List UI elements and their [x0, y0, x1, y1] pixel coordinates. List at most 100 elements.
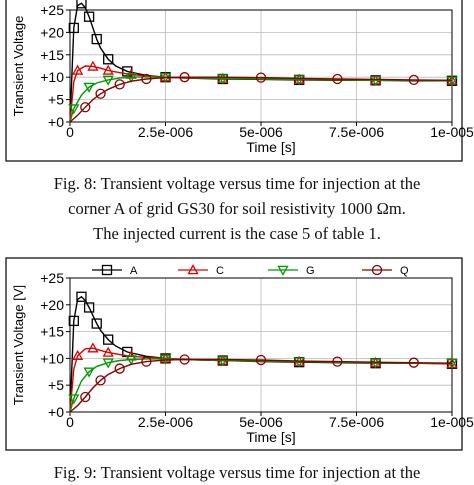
legend-marker	[101, 264, 113, 276]
x-tick-label: 7.5e-006	[329, 124, 384, 140]
series-0	[68, 0, 458, 123]
series-marker	[68, 104, 80, 115]
series-marker	[114, 79, 125, 90]
y-tick-label: +10	[40, 350, 64, 366]
caption-fig8-line3: The injected current is the case 5 of ta…	[93, 224, 381, 243]
series-marker	[68, 394, 80, 405]
figure-frame	[5, 257, 463, 451]
series-marker	[83, 302, 95, 313]
series-marker	[103, 334, 114, 345]
series-marker	[255, 354, 267, 366]
series-marker	[369, 358, 382, 369]
figure-frame	[5, 0, 463, 162]
y-tick-label: +25	[40, 270, 64, 286]
series-marker	[293, 75, 305, 86]
chart-fig8: +0 +5 +10 +15 +20 +25 0 2.5e-006 5e-006 7.5e-006 1…	[5, 0, 474, 162]
series-marker	[102, 346, 114, 357]
series-marker	[68, 315, 79, 327]
y-tick-label: +15	[40, 324, 64, 340]
series-marker	[179, 72, 190, 83]
y-tick-label: +0	[48, 114, 64, 130]
series-marker	[80, 391, 91, 403]
series-marker	[83, 11, 95, 22]
x-axis-label: Time [s]	[246, 139, 295, 155]
series-marker	[141, 356, 152, 367]
x-tick-label: 0	[66, 124, 74, 140]
series-marker	[125, 72, 137, 84]
legend-marker	[277, 265, 289, 276]
series-marker	[103, 54, 114, 65]
caption-fig9-partial: Fig. 9: Transient voltage versus time fo…	[53, 463, 421, 482]
series-3	[69, 72, 453, 123]
legend-label: A	[130, 265, 138, 277]
series-marker	[125, 355, 137, 366]
series-marker	[87, 60, 99, 71]
x-tick-label: 2.5e-006	[138, 414, 193, 430]
x-tick-label: 1e-005	[430, 124, 474, 140]
caption-fig8-line2: corner A of grid GS30 for soil resistivi…	[68, 199, 406, 218]
series-marker	[217, 74, 229, 85]
series-marker	[102, 64, 114, 75]
y-tick-label: +20	[40, 24, 64, 40]
series-marker	[217, 356, 229, 367]
series-marker	[91, 33, 102, 45]
series-marker	[114, 363, 125, 374]
series-marker	[95, 88, 106, 99]
legend-marker	[187, 264, 199, 275]
x-tick-label: 0	[66, 414, 74, 430]
series-c	[69, 342, 458, 413]
series-marker	[80, 102, 91, 113]
series-marker	[293, 357, 305, 368]
legend-marker	[371, 264, 383, 276]
y-tick-label: +15	[40, 47, 64, 63]
series-marker	[72, 64, 84, 75]
series-marker	[332, 73, 343, 85]
y-axis-label: Transient Voltage	[11, 16, 26, 117]
series-marker	[76, 0, 87, 9]
x-tick-label: 2.5e-006	[138, 124, 193, 140]
x-tick-label: 5e-006	[239, 414, 283, 430]
x-tick-label: 7.5e-006	[329, 414, 384, 430]
series-marker	[141, 73, 152, 85]
series-marker	[83, 82, 95, 93]
series-marker	[102, 358, 114, 369]
series-marker	[159, 352, 172, 363]
y-tick-label: +25	[40, 2, 64, 18]
series-marker	[332, 356, 343, 367]
caption-fig8-line1: Fig. 8: Transient voltage versus time fo…	[53, 174, 421, 193]
grid-lines	[69, 277, 453, 413]
y-tick-label: +5	[48, 377, 64, 393]
series-line	[69, 76, 453, 123]
x-tick-label: 1e-005	[430, 414, 474, 430]
x-axis-label: Time [s]	[246, 429, 295, 445]
y-axis-label: Transient Voltage [V]	[11, 285, 26, 405]
legend-label: G	[306, 265, 315, 277]
y-tick-label: +5	[48, 92, 64, 108]
series-a	[68, 291, 458, 413]
series-2	[68, 72, 458, 123]
chart-fig9: +0 +5 +10 +15 +20 +25 0 2.5e-006 5e-006 7.5e-006 1…	[5, 257, 474, 451]
series-marker	[446, 76, 458, 87]
legend-label: C	[216, 265, 224, 277]
series-marker	[91, 318, 102, 329]
y-tick-label: +20	[40, 297, 64, 313]
series-marker	[369, 76, 382, 87]
series-marker	[95, 375, 106, 386]
series-marker	[87, 342, 99, 353]
series-line	[69, 358, 453, 413]
grid-lines	[69, 9, 453, 123]
series-marker	[68, 22, 79, 34]
series-marker	[408, 74, 419, 86]
y-tick-label: +10	[40, 69, 64, 85]
x-tick-label: 5e-006	[239, 124, 283, 140]
series-marker	[102, 75, 114, 86]
series-marker	[72, 349, 84, 360]
series-marker	[408, 357, 419, 368]
series-marker	[83, 367, 95, 378]
series-marker	[76, 291, 87, 302]
series-marker	[179, 354, 190, 365]
figure-page: +0 +5 +10 +15 +20 +25 0 2.5e-006 5e-006 7.5e-006 1…	[5, 0, 474, 482]
y-tick-label: +0	[48, 404, 64, 420]
legend-label: Q	[400, 265, 409, 277]
